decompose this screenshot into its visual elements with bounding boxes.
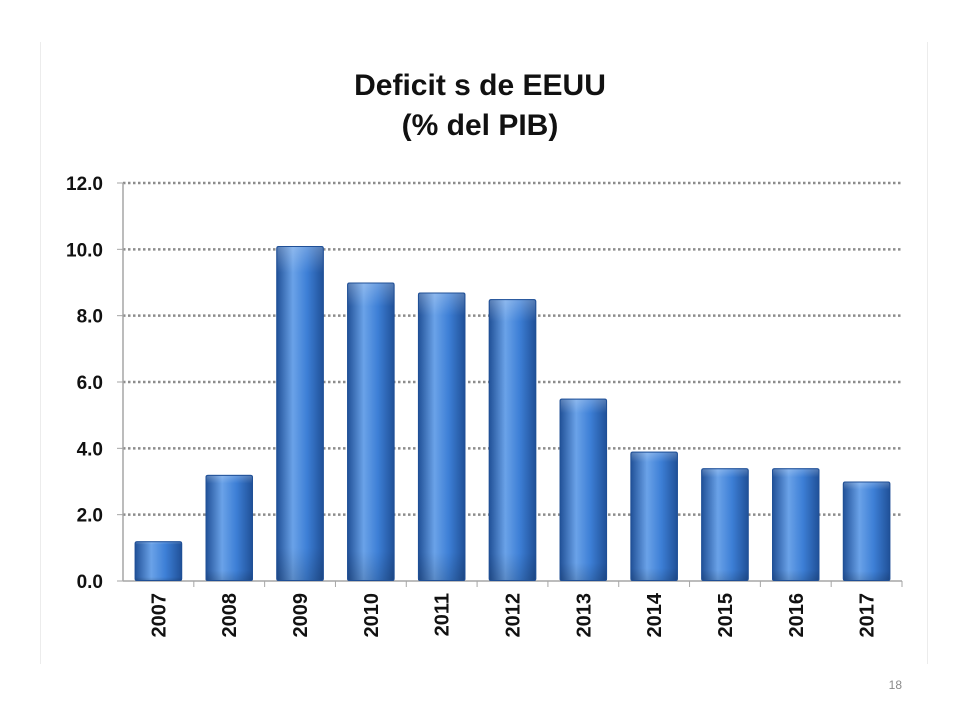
x-tick-label: 2010 bbox=[361, 593, 383, 638]
bar-2010 bbox=[347, 282, 395, 581]
x-tick-label: 2015 bbox=[715, 593, 737, 638]
bar-2017 bbox=[842, 481, 891, 581]
x-tick-label: 2017 bbox=[857, 593, 879, 638]
bars bbox=[134, 246, 891, 582]
chart-title-line-1: Deficit s de EEUU bbox=[354, 69, 606, 102]
chart-title-line-2: (% del PIB) bbox=[401, 109, 559, 142]
x-tick-label: 2012 bbox=[503, 593, 525, 638]
slide-number: 18 bbox=[888, 678, 902, 692]
bar-2014 bbox=[630, 451, 678, 581]
y-tick-label: 8.0 bbox=[77, 307, 103, 328]
y-tick-label: 0.0 bbox=[77, 572, 103, 593]
y-tick-label: 4.0 bbox=[77, 439, 103, 460]
x-tick-label: 2009 bbox=[290, 593, 312, 638]
bar-2008 bbox=[205, 474, 253, 581]
y-tick-label: 2.0 bbox=[77, 506, 103, 527]
x-tick-label: 2014 bbox=[644, 592, 666, 637]
bar-2012 bbox=[488, 299, 537, 581]
y-tick-label: 6.0 bbox=[77, 373, 103, 394]
slide-frame bbox=[40, 42, 928, 664]
x-tick-label: 2013 bbox=[573, 593, 595, 638]
bar-2011 bbox=[417, 292, 466, 581]
y-tick-label: 12.0 bbox=[66, 174, 103, 195]
x-tick-label: 2008 bbox=[219, 593, 241, 638]
bar-2007 bbox=[134, 541, 183, 582]
bar-2013 bbox=[559, 398, 608, 582]
bar-2016 bbox=[772, 468, 820, 582]
tick-labels: 0.0 2.0 4.0 6.0 8.0 10.0 12.0 2007 2008 2009 2010 2… bbox=[66, 174, 879, 638]
bar-2009 bbox=[276, 246, 324, 581]
x-tick-label: 2007 bbox=[148, 593, 170, 638]
bar-2015 bbox=[701, 468, 749, 582]
x-tick-label: 2011 bbox=[432, 593, 454, 636]
x-tick-label: 2016 bbox=[786, 593, 808, 638]
y-tick-label: 10.0 bbox=[66, 240, 103, 261]
chart-title: Deficit s de EEUU (% del PIB) bbox=[0, 66, 960, 146]
